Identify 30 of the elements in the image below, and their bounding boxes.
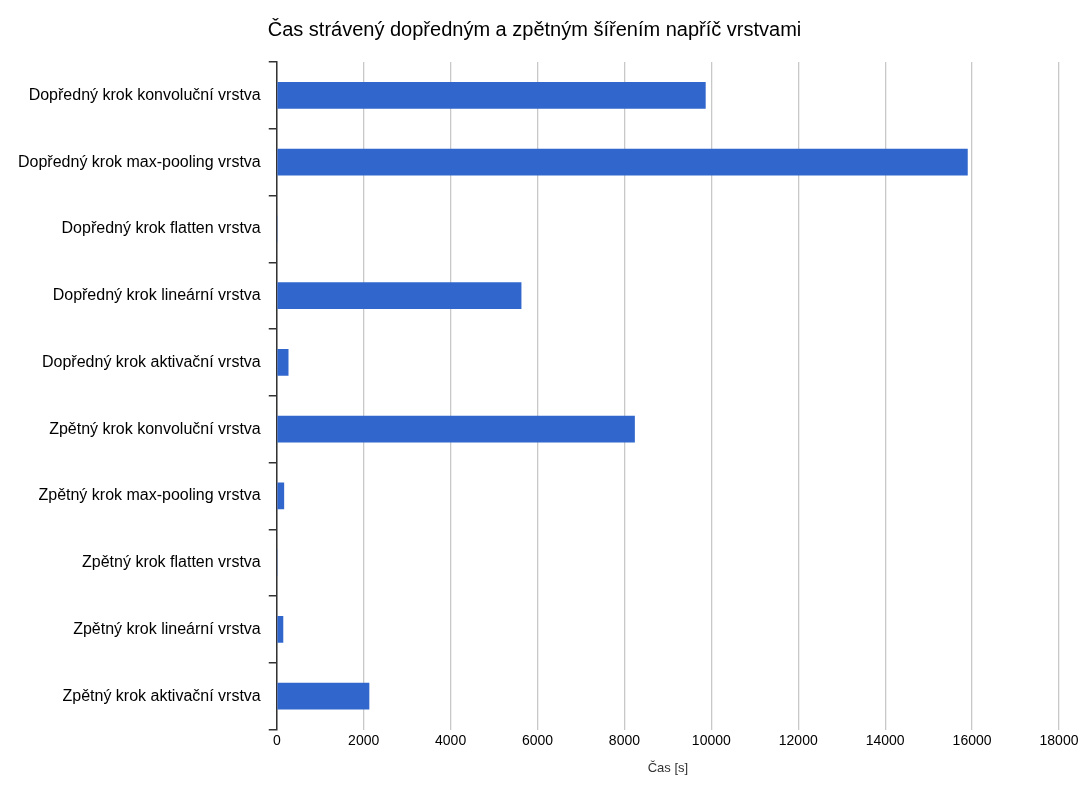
x-tick-label: 4000 bbox=[435, 731, 467, 748]
x-axis-title: Čas [s] bbox=[647, 759, 689, 775]
x-tick-label: 2000 bbox=[348, 731, 380, 748]
bar bbox=[277, 682, 370, 710]
y-tick-label: Dopředný krok flatten vrstva bbox=[61, 219, 261, 237]
y-tick-label: Dopředný krok konvoluční vrstva bbox=[28, 85, 261, 103]
y-tick-label: Zpětný krok max-pooling vrstva bbox=[38, 486, 261, 504]
y-tick-label: Dopředný krok lineární vrstva bbox=[52, 286, 261, 304]
y-tick-label: Zpětný krok lineární vrstva bbox=[73, 619, 261, 637]
bar bbox=[277, 82, 706, 109]
x-tick-label: 0 bbox=[272, 731, 281, 748]
x-tick-label: 12000 bbox=[778, 731, 818, 748]
x-tick-label: 18000 bbox=[1039, 731, 1079, 748]
x-tick-label: 10000 bbox=[691, 731, 732, 748]
bar bbox=[277, 616, 284, 643]
x-tick-label: 8000 bbox=[608, 731, 641, 748]
bar bbox=[277, 349, 289, 376]
chart-title: Čas strávený dopředným a zpětným šířením napříč vrstvami bbox=[267, 17, 802, 40]
bar bbox=[277, 282, 522, 310]
bar bbox=[277, 148, 968, 176]
y-tick-label: Dopředný krok max-pooling vrstva bbox=[18, 152, 261, 170]
x-tick-label: 6000 bbox=[521, 731, 554, 748]
x-tick-label: 16000 bbox=[952, 731, 992, 748]
bar bbox=[277, 415, 635, 443]
y-tick-label: Zpětný krok flatten vrstva bbox=[82, 553, 261, 571]
y-tick-label: Zpětný krok konvoluční vrstva bbox=[49, 419, 261, 437]
y-tick-label: Zpětný krok aktivační vrstva bbox=[62, 686, 261, 704]
bar bbox=[277, 482, 285, 510]
x-tick-label: 14000 bbox=[865, 731, 905, 748]
y-tick-label: Dopředný krok aktivační vrstva bbox=[42, 352, 261, 370]
